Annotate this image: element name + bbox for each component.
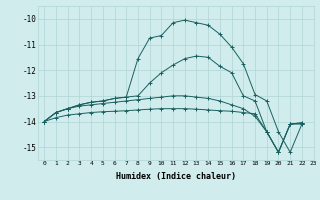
X-axis label: Humidex (Indice chaleur): Humidex (Indice chaleur) (116, 172, 236, 181)
